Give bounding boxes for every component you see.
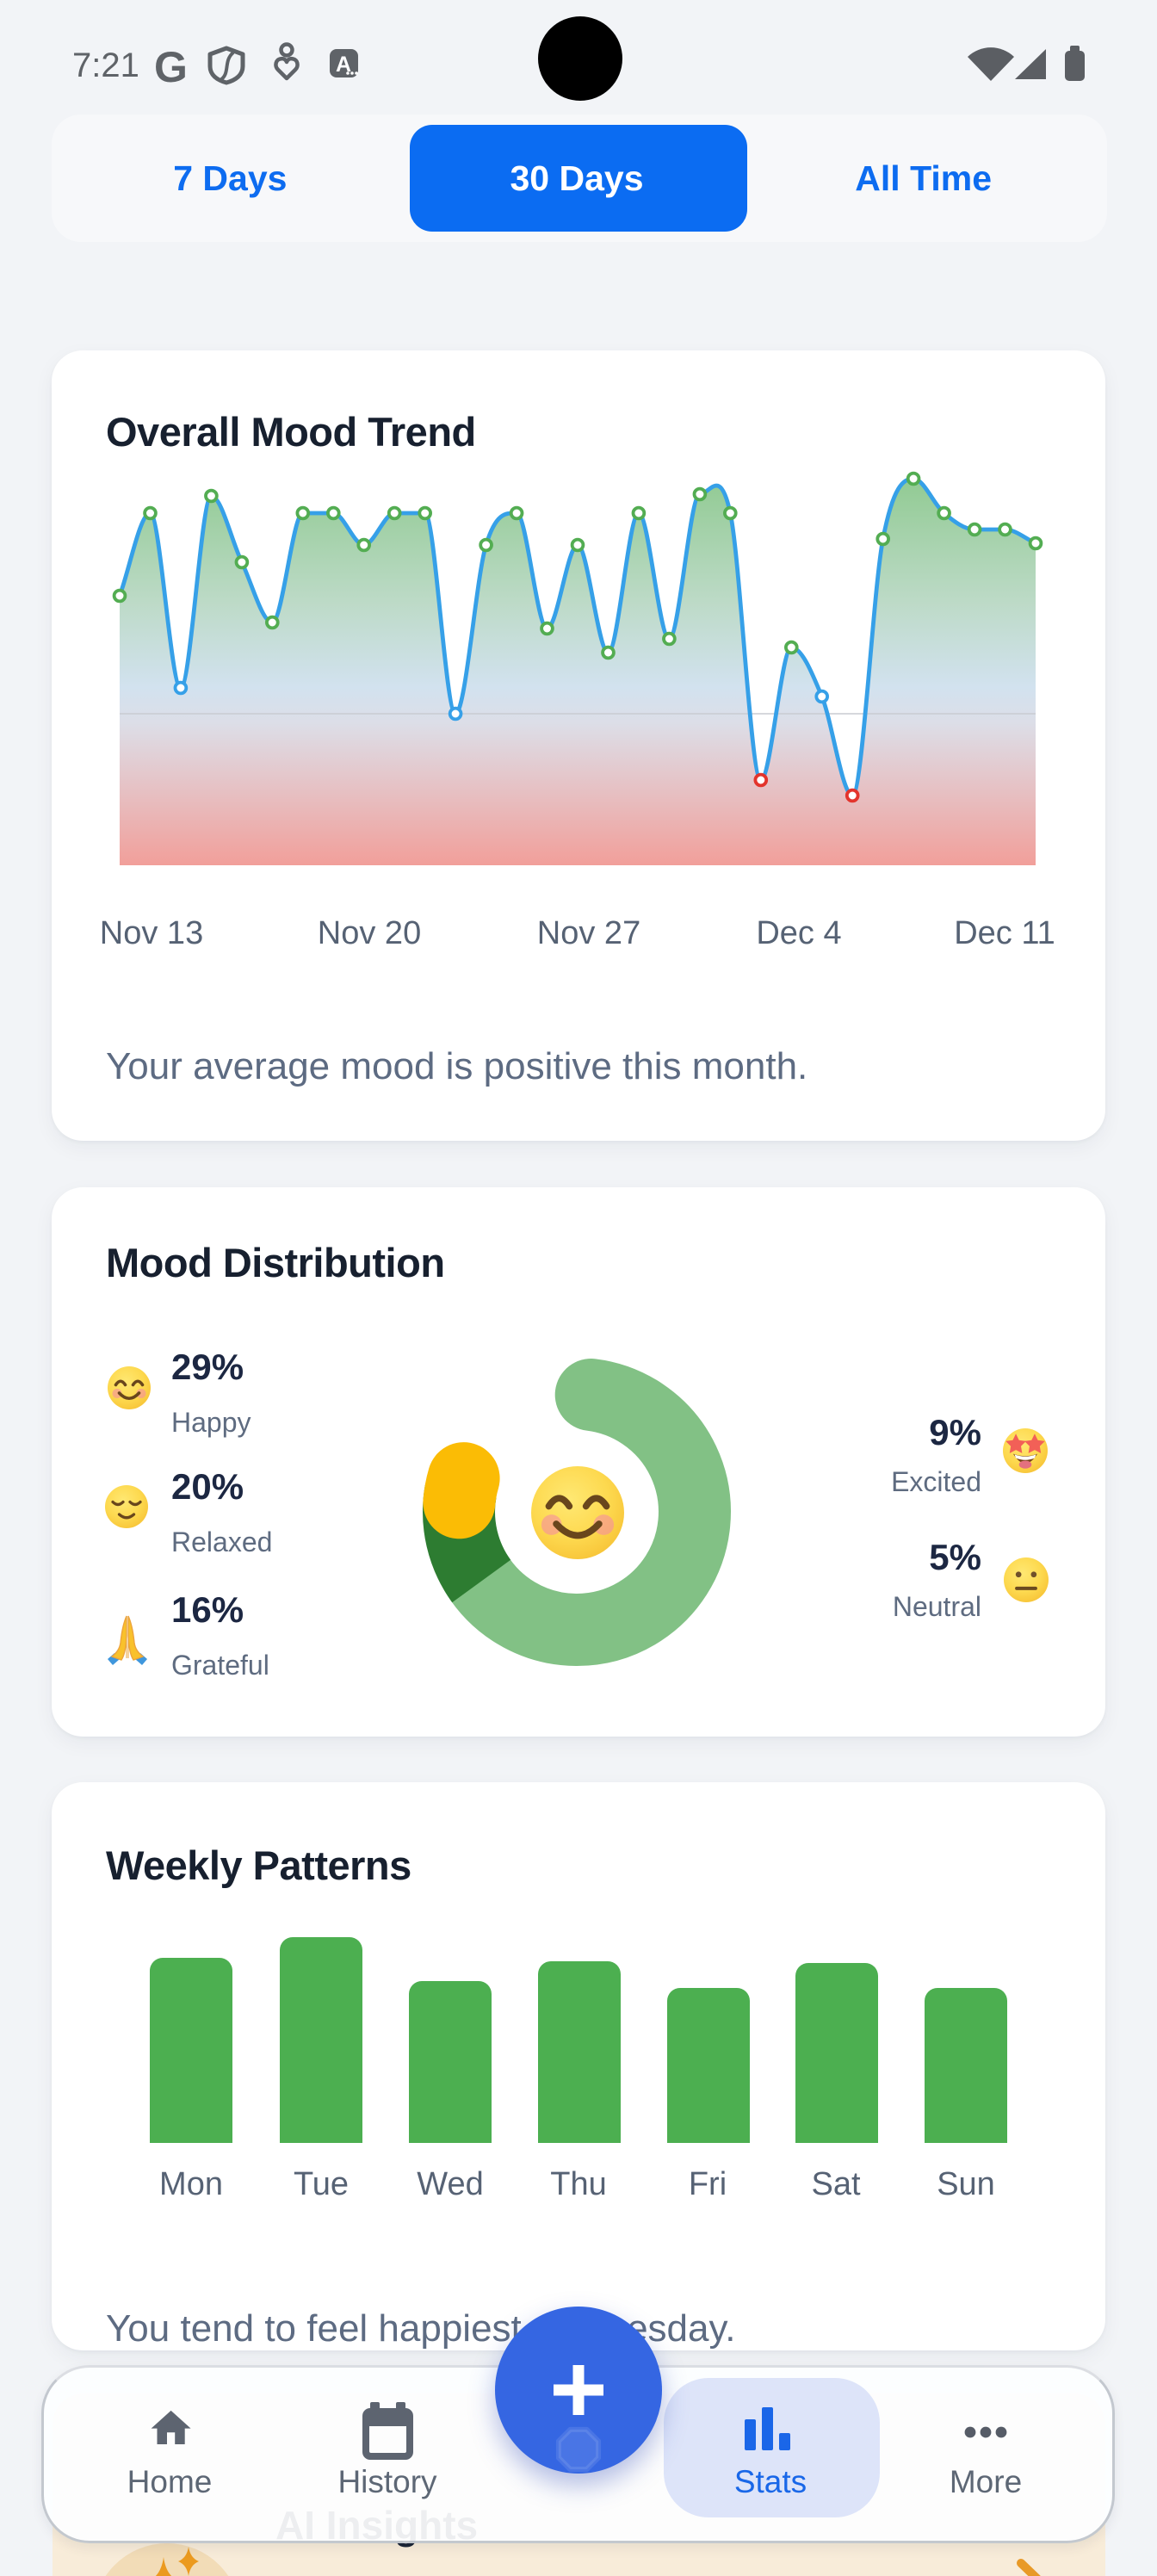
svg-text:A: A — [336, 53, 351, 77]
svg-text:G: G — [154, 43, 188, 91]
